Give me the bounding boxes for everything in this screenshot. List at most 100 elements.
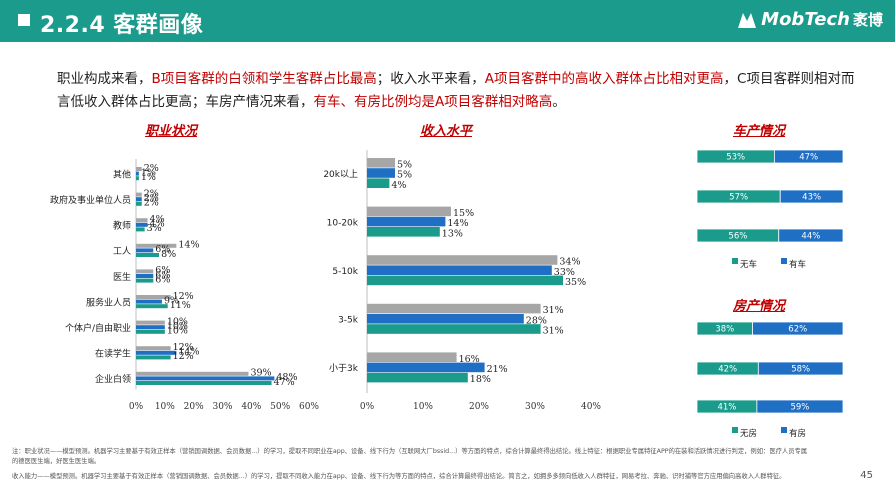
summary-text: 职业构成来看，B项目客群的白领和学生客群占比最高；收入水平来看，A项目客群中的高… xyxy=(57,68,857,114)
occupation-x-tick: 20% xyxy=(184,402,204,412)
title-bullet xyxy=(18,14,30,26)
summary-highlight-2: A项目客群中的高收入群体占比相对更高 xyxy=(484,71,724,87)
note-line-1: 注：职业状况——模型预测。机器学习主要基于有效正样本（营销国调数据、会员数据..… xyxy=(12,448,808,455)
income-x-tick: 20% xyxy=(469,402,489,412)
income-data-label: 13% xyxy=(442,228,463,239)
car-legend-label: 有车 xyxy=(789,259,806,270)
occupation-bar xyxy=(136,201,142,206)
income-data-label: 15% xyxy=(453,208,474,219)
income-bar xyxy=(367,168,395,178)
income-bar xyxy=(367,324,541,334)
header-bar: 2.2.4 客群画像 MobTech 袤博 xyxy=(0,0,895,42)
occupation-category-label: 政府及事业单位人员 xyxy=(50,194,131,206)
occupation-x-tick: 30% xyxy=(212,402,232,412)
income-data-label: 14% xyxy=(447,218,468,229)
income-data-label: 16% xyxy=(459,354,480,365)
income-category-label: 5-10k xyxy=(332,267,358,277)
income-data-label: 21% xyxy=(487,364,508,375)
occupation-bar xyxy=(136,227,145,232)
occupation-bar xyxy=(136,218,148,223)
income-data-label: 5% xyxy=(397,159,412,170)
occupation-data-label: 2% xyxy=(144,198,159,209)
occupation-bar xyxy=(136,192,142,197)
occupation-data-label: 11% xyxy=(170,300,191,311)
occupation-category-label: 服务业人员 xyxy=(86,296,131,308)
house-legend-swatch xyxy=(732,427,738,433)
house-segment-label: 62% xyxy=(788,325,807,335)
car-segment-label: 56% xyxy=(728,232,747,242)
income-data-label: 18% xyxy=(470,374,491,385)
income-data-label: 5% xyxy=(397,170,412,181)
summary-part-2: ；收入水平来看， xyxy=(376,71,485,87)
occupation-category-label: 企业白领 xyxy=(95,373,131,385)
occupation-bar xyxy=(136,222,148,227)
occupation-data-label: 10% xyxy=(167,321,188,332)
occupation-bar xyxy=(136,320,165,325)
income-bar xyxy=(367,352,457,362)
chart-title-house: 房产情况 xyxy=(733,299,786,314)
occupation-data-label: 4% xyxy=(150,214,165,225)
income-bar xyxy=(367,178,390,188)
occupation-bar xyxy=(136,371,249,376)
occupation-bar xyxy=(136,197,142,202)
occupation-bar xyxy=(136,171,139,176)
occupation-bar xyxy=(136,304,168,309)
occupation-x-tick: 50% xyxy=(270,402,290,412)
occupation-bar xyxy=(136,248,154,253)
income-bar xyxy=(367,275,563,286)
logo-text: MobTech xyxy=(761,9,850,30)
income-bar xyxy=(367,158,395,168)
occupation-data-label: 2% xyxy=(144,163,159,174)
occupation-data-label: 3% xyxy=(147,223,162,234)
occupation-x-tick: 60% xyxy=(299,402,319,412)
occupation-data-label: 12% xyxy=(173,351,194,362)
occupation-bar xyxy=(136,346,171,351)
summary-highlight-1: B项目客群的白领和学生客群占比最高 xyxy=(151,71,377,87)
occupation-bar xyxy=(136,243,177,248)
summary-highlight-3: 有车、有房比例均是A项目客群相对略高 xyxy=(313,94,553,110)
house-segment-label: 42% xyxy=(718,365,737,375)
occupation-bar xyxy=(136,376,275,381)
occupation-data-label: 6% xyxy=(155,244,170,255)
car-legend-label: 无车 xyxy=(740,259,757,270)
occupation-bar xyxy=(136,167,142,171)
house-legend-label: 无房 xyxy=(740,428,757,439)
occupation-data-label: 1% xyxy=(141,167,156,178)
logo-cn-text: 袤博 xyxy=(852,11,883,29)
occupation-data-label: 10% xyxy=(167,316,188,327)
occupation-bar xyxy=(136,274,154,278)
occupation-data-label: 6% xyxy=(155,265,170,276)
mobtech-logo-icon xyxy=(738,12,757,28)
income-bar xyxy=(367,227,440,237)
income-data-label: 31% xyxy=(543,305,564,316)
car-segment-label: 44% xyxy=(801,232,820,242)
income-bar xyxy=(367,216,446,227)
income-category-label: 小于3k xyxy=(329,363,359,374)
chart-title-income: 收入水平 xyxy=(420,124,473,139)
occupation-x-tick: 40% xyxy=(241,402,261,412)
income-bar xyxy=(367,303,541,314)
income-data-label: 31% xyxy=(543,326,564,337)
occupation-bar xyxy=(136,329,165,334)
occupation-x-tick: 0% xyxy=(129,402,144,412)
car-bar-segment xyxy=(779,189,844,204)
occupation-bar xyxy=(136,269,154,274)
summary-part-4: 。 xyxy=(552,94,566,110)
occupation-category-label: 教师 xyxy=(113,220,131,232)
house-bar-segment xyxy=(757,361,844,376)
occupation-category-label: 个体户/自由职业 xyxy=(65,322,131,334)
income-x-tick: 0% xyxy=(360,402,375,412)
occupation-data-label: 6% xyxy=(155,274,170,285)
occupation-category-label: 医生 xyxy=(113,271,131,283)
occupation-data-label: 1% xyxy=(141,172,156,183)
occupation-category-label: 其他 xyxy=(113,168,131,180)
occupation-bar xyxy=(136,253,160,257)
occupation-bar xyxy=(136,381,272,385)
note-line-2: 的德医医生端，好医生医生端。 xyxy=(12,458,101,465)
occupation-category-label: 工人 xyxy=(113,246,131,257)
occupation-data-label: 39% xyxy=(250,368,271,379)
occupation-category-label: 在读学生 xyxy=(95,348,131,360)
income-bar xyxy=(367,265,552,275)
occupation-data-label: 2% xyxy=(144,188,159,199)
